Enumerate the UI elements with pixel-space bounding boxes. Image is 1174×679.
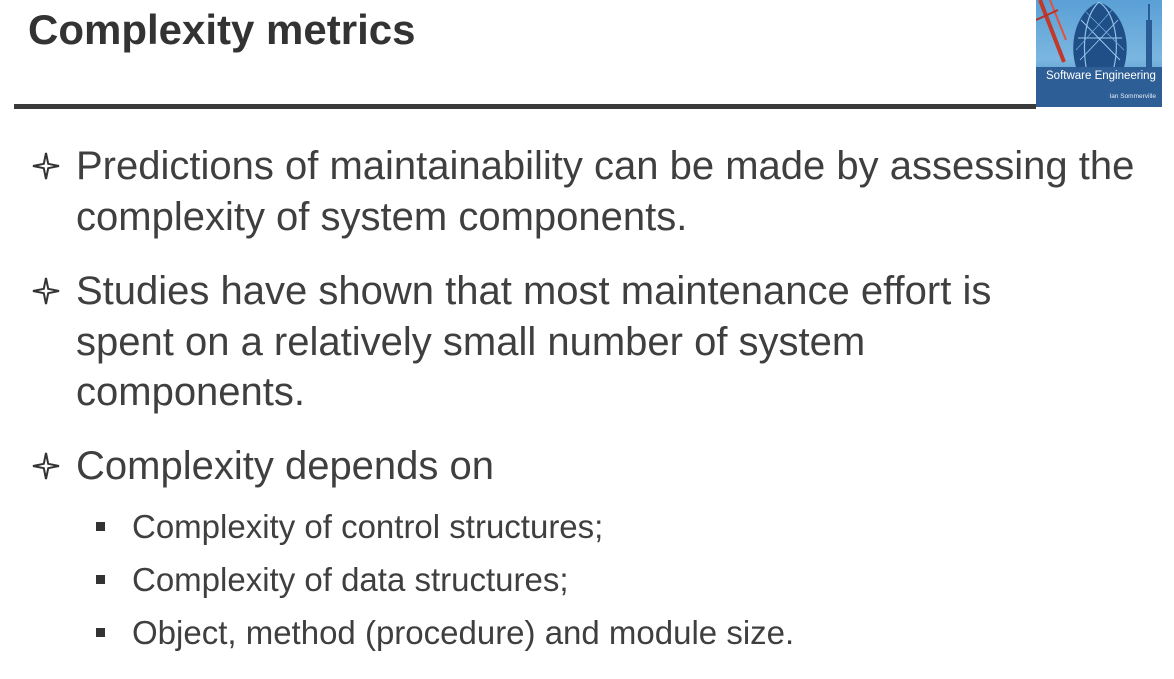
book-title-strip (1036, 67, 1162, 107)
four-point-star-outline-icon (32, 277, 60, 305)
sub-bullet-text: Complexity of data structures; (132, 561, 569, 598)
book-title: Software Engineering (1046, 70, 1156, 82)
gherkin-tower-icon (1036, 0, 1152, 68)
square-bullet-icon (96, 575, 105, 584)
book-author: Ian Sommerville (1109, 93, 1156, 100)
bullet-text: Studies have shown that most maintenance… (76, 269, 992, 414)
bullet-text: Complexity depends on (76, 444, 495, 488)
four-point-star-outline-icon (32, 152, 60, 180)
square-bullet-icon (96, 628, 105, 637)
bullet-text: Predictions of maintainability can be ma… (76, 144, 1135, 239)
slide-title: Complexity metrics (28, 6, 416, 53)
book-cover-image: Software Engineering Ian Sommerville (1036, 0, 1162, 107)
sub-bullet-text: Complexity of control structures; (132, 508, 604, 545)
four-point-star-outline-icon (32, 452, 60, 480)
square-bullet-icon (96, 522, 105, 531)
title-divider (14, 104, 1036, 109)
sub-bullet-text: Object, method (procedure) and module si… (132, 614, 795, 651)
